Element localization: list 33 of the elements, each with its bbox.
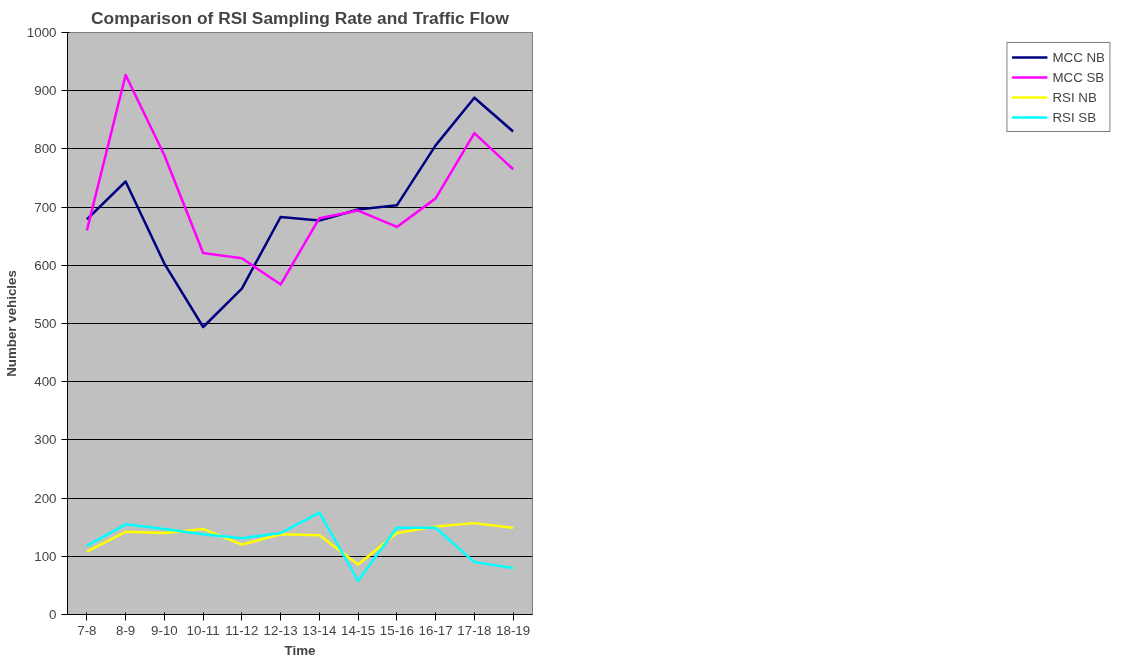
y-tick-label: 800 <box>34 141 57 157</box>
y-tick-label: 700 <box>34 199 57 215</box>
y-tick-label: 600 <box>34 257 57 273</box>
y-tick-label: 200 <box>34 490 57 506</box>
x-tick-label: 11-12 <box>225 622 259 638</box>
legend-label: RSI NB <box>1052 89 1097 105</box>
line-series <box>85 73 515 286</box>
y-tick-label: 400 <box>34 374 57 390</box>
legend-label: MCC NB <box>1052 49 1105 65</box>
x-tick-label: 14-15 <box>341 622 376 638</box>
y-axis-title: Number vehicles <box>3 270 19 377</box>
line-series <box>85 511 515 582</box>
line-series <box>85 96 515 329</box>
x-tick-label: 15-16 <box>379 622 414 638</box>
x-tick-label: 12-13 <box>263 622 298 638</box>
y-tick-label: 900 <box>34 83 57 99</box>
x-tick-label: 9-10 <box>151 622 178 638</box>
x-tick-label: 10-11 <box>186 622 220 638</box>
x-axis-title: Time <box>284 642 316 658</box>
y-tick-label: 1000 <box>26 25 57 40</box>
chart-title: Comparison of RSI Sampling Rate and Traffic Flow <box>91 7 510 28</box>
y-tick-label: 0 <box>49 607 57 622</box>
legend-label: RSI SB <box>1052 109 1097 125</box>
y-tick-label: 100 <box>34 548 57 564</box>
x-tick-label: 7-8 <box>77 622 97 638</box>
x-tick-label: 8-9 <box>115 622 136 638</box>
y-tick-label: 300 <box>34 432 57 448</box>
y-tick-label: 500 <box>34 316 57 331</box>
legend-label: MCC SB <box>1052 69 1105 85</box>
x-tick-label: 17-18 <box>457 622 492 638</box>
x-tick-label: 13-14 <box>302 622 338 638</box>
x-tick-label: 16-17 <box>418 622 453 638</box>
x-tick-label: 18-19 <box>496 622 531 638</box>
